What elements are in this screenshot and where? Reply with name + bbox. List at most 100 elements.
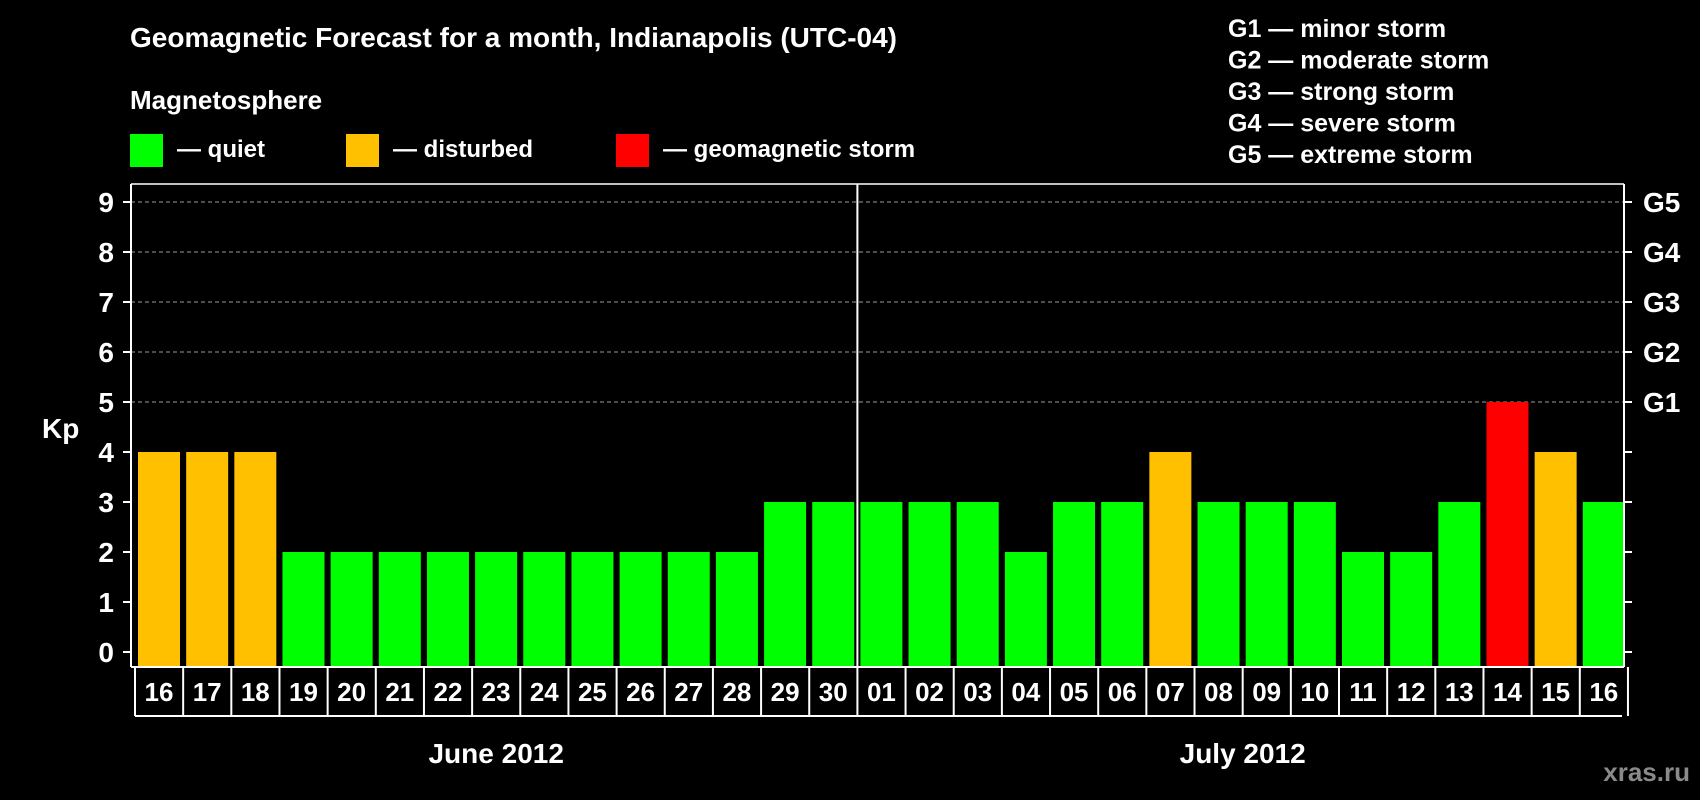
y-tick-label: 9 <box>98 187 114 218</box>
plot-frame <box>130 183 1625 668</box>
legend-swatch-storm <box>616 134 649 167</box>
storm-scale-item: G4 — severe storm <box>1228 110 1456 138</box>
bar <box>1293 502 1336 667</box>
x-tick-label: 14 <box>1493 677 1522 707</box>
bar <box>1149 452 1192 667</box>
month-label: July 2012 <box>1180 738 1306 769</box>
x-tick-label: 09 <box>1252 677 1281 707</box>
y-tick-label: 7 <box>98 287 114 318</box>
bar <box>956 502 999 667</box>
bar <box>1245 502 1288 667</box>
legend: — quiet — disturbed — geomagnetic storm <box>130 134 915 167</box>
bar <box>1390 552 1433 667</box>
x-tick-label: 26 <box>626 677 655 707</box>
x-tick-label: 03 <box>963 677 992 707</box>
legend-label-storm: — geomagnetic storm <box>663 136 915 163</box>
x-tick-label: 04 <box>1011 677 1040 707</box>
storm-scale-list: G1 — minor storm G2 — moderate storm G3 — … <box>1228 15 1489 169</box>
bar <box>1101 502 1144 667</box>
bar <box>282 552 325 667</box>
x-tick-label: 25 <box>578 677 607 707</box>
g-scale-label: G5 <box>1643 187 1680 218</box>
storm-scale-item: G1 — minor storm <box>1228 15 1446 43</box>
bar <box>715 552 758 667</box>
y-tick-label: 8 <box>98 237 114 268</box>
g-scale-axis: G1 G2 G3 G4 G5 <box>1624 187 1681 653</box>
storm-scale-item: G5 — extreme storm <box>1228 141 1473 169</box>
y-tick-label: 0 <box>98 637 114 668</box>
x-tick-label: 01 <box>867 677 896 707</box>
g-scale-label: G1 <box>1643 387 1680 418</box>
x-tick-label: 28 <box>722 677 751 707</box>
x-tick-label: 16 <box>145 677 174 707</box>
month-label: June 2012 <box>428 738 563 769</box>
y-tick-label: 1 <box>98 587 114 618</box>
x-tick-label: 19 <box>289 677 318 707</box>
bar <box>764 502 807 667</box>
bar <box>908 502 951 667</box>
x-tick-label: 11 <box>1349 677 1377 707</box>
y-tick-label: 3 <box>98 487 114 518</box>
y-axis-label: Kp <box>42 413 79 444</box>
legend-label-quiet: — quiet <box>177 136 265 163</box>
x-axis: 16 17 18 19 20 21 22 23 24 25 26 27 28 29 30 01 02 03 04 05… <box>134 667 1629 769</box>
x-tick-label: 15 <box>1541 677 1570 707</box>
gridlines <box>131 201 1624 403</box>
y-tick-label: 2 <box>98 537 114 568</box>
bar <box>475 552 518 667</box>
g-scale-label: G4 <box>1643 237 1681 268</box>
bars <box>138 402 1625 667</box>
x-tick-label: 12 <box>1397 677 1426 707</box>
bar <box>860 502 903 667</box>
legend-title: Magnetosphere <box>130 85 322 115</box>
bar <box>571 552 614 667</box>
bar <box>812 502 855 667</box>
bar <box>330 552 373 667</box>
bar <box>1486 402 1529 667</box>
x-tick-label: 07 <box>1156 677 1185 707</box>
x-tick-label: 23 <box>482 677 511 707</box>
x-tick-label: 21 <box>385 677 414 707</box>
bar <box>186 452 229 667</box>
legend-swatch-disturbed <box>346 134 379 167</box>
bar <box>426 552 469 667</box>
bar <box>234 452 277 667</box>
legend-label-disturbed: — disturbed <box>393 136 533 163</box>
storm-scale-item: G2 — moderate storm <box>1228 47 1489 75</box>
g-scale-label: G2 <box>1643 337 1680 368</box>
x-tick-label: 16 <box>1589 677 1618 707</box>
x-tick-label: 24 <box>530 677 559 707</box>
bar <box>138 452 180 667</box>
bar <box>1582 502 1625 667</box>
bar <box>1053 502 1096 667</box>
x-tick-label: 06 <box>1108 677 1137 707</box>
bar <box>1438 502 1481 667</box>
legend-swatch-quiet <box>130 134 163 167</box>
x-tick-label: 17 <box>193 677 222 707</box>
g-scale-label: G3 <box>1643 287 1680 318</box>
bar <box>378 552 421 667</box>
bar <box>619 552 662 667</box>
x-tick-label: 27 <box>674 677 703 707</box>
bar <box>1534 452 1577 667</box>
x-tick-label: 22 <box>433 677 462 707</box>
y-tick-label: 4 <box>98 437 114 468</box>
storm-scale-item: G3 — strong storm <box>1228 78 1454 106</box>
x-tick-label: 30 <box>819 677 848 707</box>
y-axis: 0 1 2 3 4 5 6 7 8 9 <box>98 187 131 668</box>
bar <box>667 552 710 667</box>
x-tick-label: 29 <box>771 677 800 707</box>
x-tick-label: 10 <box>1300 677 1329 707</box>
x-tick-label: 13 <box>1445 677 1474 707</box>
bar <box>1004 552 1047 667</box>
bar <box>523 552 566 667</box>
bar <box>1342 552 1384 667</box>
y-tick-label: 5 <box>98 387 114 418</box>
chart-title: Geomagnetic Forecast for a month, Indian… <box>130 22 897 53</box>
y-tick-label: 6 <box>98 337 114 368</box>
x-tick-label: 02 <box>915 677 944 707</box>
watermark: xras.ru <box>1603 757 1690 787</box>
x-tick-label: 20 <box>337 677 366 707</box>
x-tick-label: 08 <box>1204 677 1233 707</box>
